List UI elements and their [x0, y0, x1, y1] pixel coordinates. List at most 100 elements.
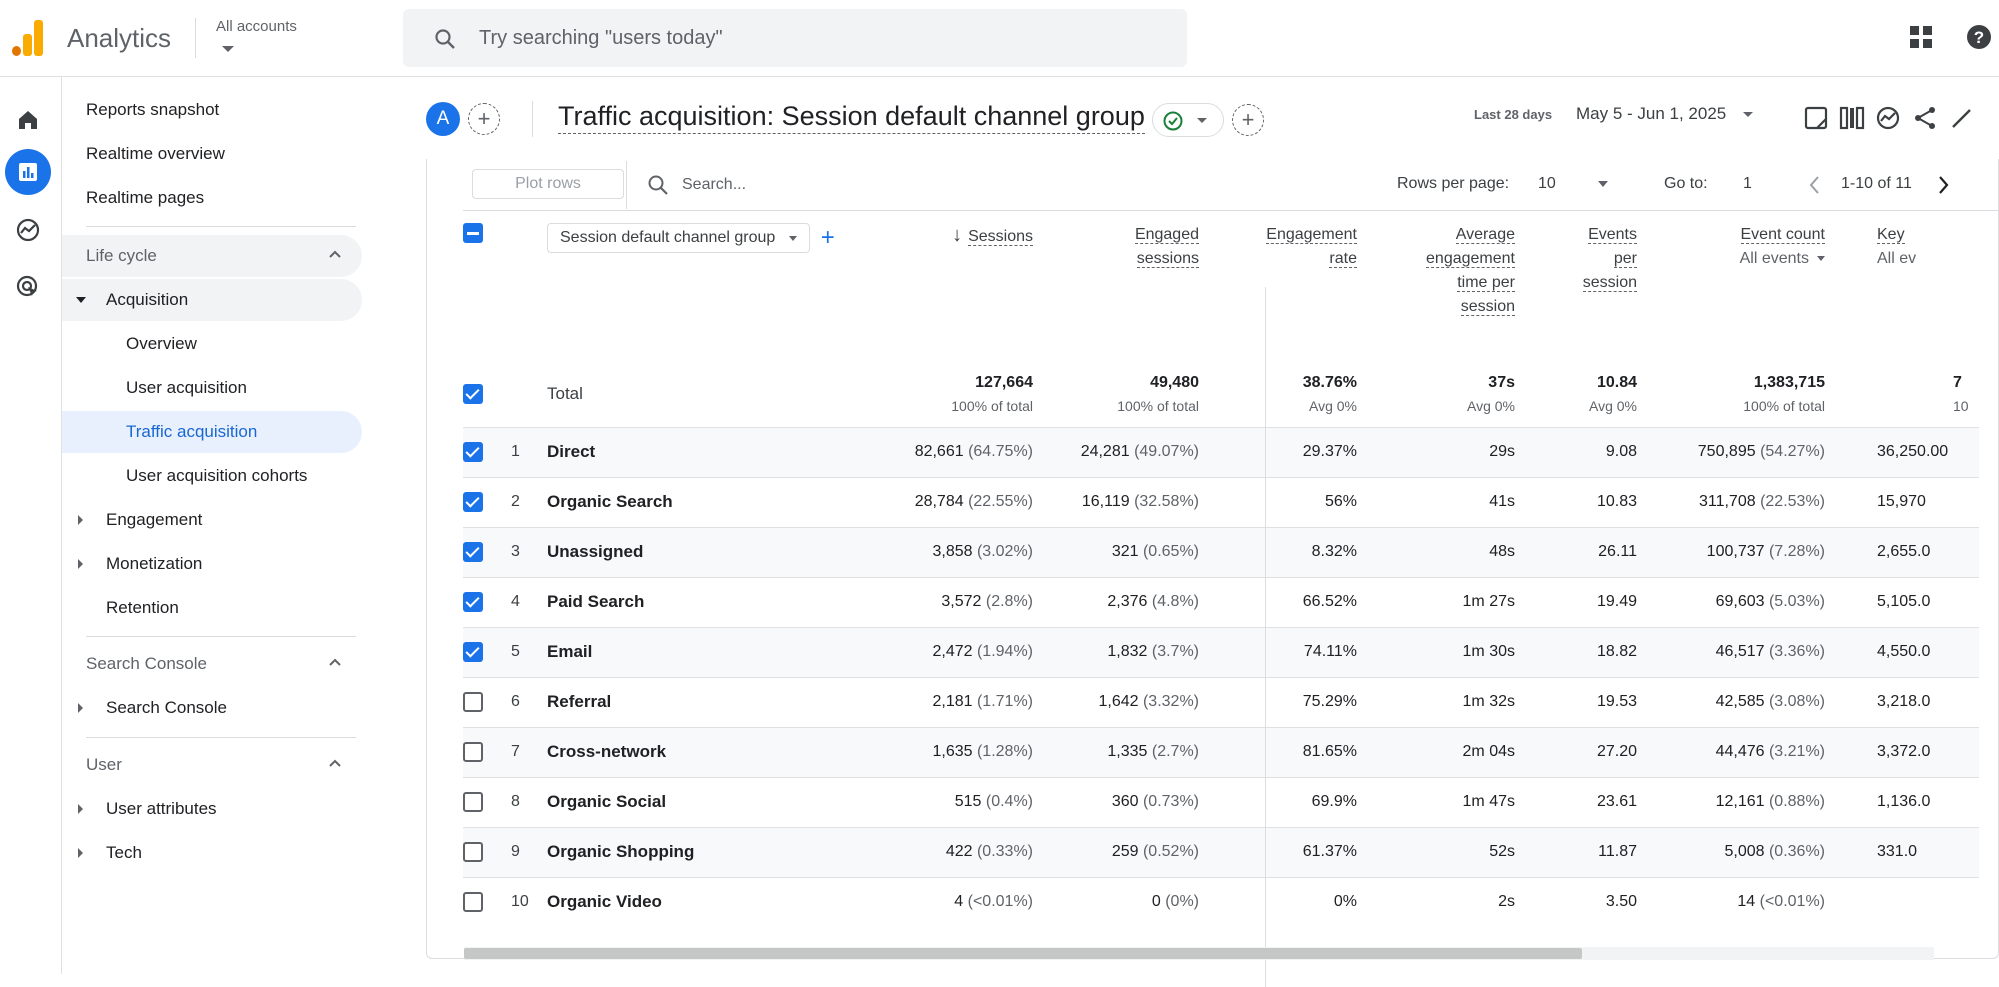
engaged-value: 1,642: [1098, 693, 1139, 710]
apps-grid-icon[interactable]: [1908, 24, 1934, 50]
page-title[interactable]: Traffic acquisition: Session default cha…: [558, 101, 1145, 134]
customize-report-icon[interactable]: [1803, 105, 1829, 131]
horizontal-scrollbar-thumb[interactable]: [464, 948, 1582, 959]
home-button[interactable]: [5, 97, 51, 143]
row-checkbox[interactable]: [463, 742, 483, 762]
channel-name[interactable]: Organic Social: [547, 776, 901, 827]
nav-tech[interactable]: Tech: [62, 832, 364, 874]
cell-key: [1841, 876, 1979, 927]
rows-per-page-select[interactable]: 10: [1538, 175, 1618, 193]
nav-engagement[interactable]: Engagement: [62, 499, 364, 541]
table-row[interactable]: 9 Organic Shopping 422 (0.33%) 259 (0.52%) 6…: [463, 826, 1979, 877]
select-all-checkbox[interactable]: [463, 223, 483, 243]
nav-acq-overview[interactable]: Overview: [62, 323, 364, 365]
row-checkbox[interactable]: [463, 542, 483, 562]
row-checkbox[interactable]: [463, 892, 483, 913]
col-events-per-session[interactable]: Events per session: [1531, 211, 1653, 361]
reports-button[interactable]: [5, 149, 51, 195]
engaged-pct: (3.7%): [1151, 643, 1199, 660]
nav-user-attributes[interactable]: User attributes: [62, 788, 364, 830]
row-checkbox[interactable]: [463, 792, 483, 812]
col-key-events[interactable]: Key All ev: [1841, 211, 1979, 361]
compare-icon[interactable]: [1839, 105, 1865, 131]
account-selector[interactable]: All accounts: [216, 18, 297, 52]
nav-user-acquisition-cohorts[interactable]: User acquisition cohorts: [62, 455, 364, 497]
channel-name[interactable]: Cross-network: [547, 726, 901, 777]
col-event-count[interactable]: Event count All events: [1653, 211, 1841, 361]
report-status-pill[interactable]: [1152, 103, 1224, 137]
channel-name[interactable]: Unassigned: [547, 526, 901, 577]
explore-button[interactable]: [5, 207, 51, 253]
nav-traffic-acquisition[interactable]: Traffic acquisition: [62, 411, 362, 453]
goto-input[interactable]: 1: [1743, 175, 1752, 192]
search-input[interactable]: [479, 23, 1129, 53]
row-checkbox[interactable]: [463, 842, 483, 862]
nav-user-acquisition[interactable]: User acquisition: [62, 367, 364, 409]
channel-name[interactable]: Email: [547, 626, 901, 677]
sessions-value: 422: [945, 843, 973, 860]
table-row[interactable]: 7 Cross-network 1,635 (1.28%) 1,335 (2.7%) 8…: [463, 726, 1979, 777]
edit-icon[interactable]: [1950, 105, 1972, 131]
prev-page-icon[interactable]: [1808, 175, 1822, 195]
divider: [86, 737, 356, 738]
row-checkbox[interactable]: [463, 492, 483, 512]
totals-checkbox[interactable]: [463, 383, 483, 404]
nav-monetization[interactable]: Monetization: [62, 543, 364, 585]
nav-acquisition[interactable]: Acquisition: [62, 279, 362, 321]
channel-name[interactable]: Direct: [547, 426, 901, 477]
add-comparison-button[interactable]: +: [468, 103, 500, 135]
date-range-selector[interactable]: May 5 - Jun 1, 2025: [1576, 104, 1753, 124]
sessions-pct: (<0.01%): [967, 893, 1033, 911]
nav-label: Search Console: [106, 698, 227, 717]
row-checkbox[interactable]: [463, 692, 483, 712]
channel-name[interactable]: Organic Search: [547, 476, 901, 527]
cell-key: 3,218.0: [1841, 676, 1979, 727]
analytics-logo[interactable]: [12, 20, 46, 56]
row-checkbox[interactable]: [463, 642, 483, 662]
section-search-console[interactable]: Search Console: [62, 643, 362, 685]
nav-realtime-pages[interactable]: Realtime pages: [62, 177, 364, 219]
channel-name[interactable]: Paid Search: [547, 576, 901, 627]
channel-name[interactable]: Organic Video: [547, 876, 901, 927]
nav-retention[interactable]: Retention: [62, 587, 364, 629]
table-row[interactable]: 8 Organic Social 515 (0.4%) 360 (0.73%) 69.9…: [463, 776, 1979, 827]
event-filter-select[interactable]: All events: [1740, 250, 1825, 267]
table-row[interactable]: 10 Organic Video 4 (<0.01%) 0 (0%) 0% 2s 3.50 1…: [463, 876, 1979, 927]
data-table: Session default channel group + ↓ Session…: [463, 211, 1979, 927]
cell-eps: 11.87: [1531, 826, 1653, 877]
help-icon[interactable]: ?: [1966, 24, 1992, 50]
col-label: session: [1582, 274, 1637, 292]
col-avg-engagement-time[interactable]: Average engagement time per session: [1373, 211, 1531, 361]
col-engaged-sessions[interactable]: Engaged sessions: [1049, 211, 1215, 361]
advertising-button[interactable]: [5, 264, 51, 310]
section-user[interactable]: User: [62, 744, 362, 786]
add-filter-button[interactable]: +: [1232, 104, 1264, 136]
table-row[interactable]: 4 Paid Search 3,572 (2.8%) 2,376 (4.8%) 66.5…: [463, 576, 1979, 627]
channel-name[interactable]: Referral: [547, 676, 901, 727]
table-row[interactable]: 3 Unassigned 3,858 (3.02%) 321 (0.65%) 8.32%…: [463, 526, 1979, 577]
table-row[interactable]: 6 Referral 2,181 (1.71%) 1,642 (3.32%) 75.29…: [463, 676, 1979, 727]
cell-events: 44,476 (3.21%): [1653, 726, 1841, 777]
nav-realtime-overview[interactable]: Realtime overview: [62, 133, 364, 175]
insights-icon[interactable]: [1875, 105, 1901, 131]
channel-name[interactable]: Organic Shopping: [547, 826, 901, 877]
add-dimension-button[interactable]: +: [820, 223, 835, 251]
col-engagement-rate[interactable]: Engagement rate: [1215, 211, 1373, 361]
table-row[interactable]: 5 Email 2,472 (1.94%) 1,832 (3.7%) 74.11% 1m …: [463, 626, 1979, 677]
share-icon[interactable]: [1912, 105, 1938, 131]
next-page-icon[interactable]: [1936, 175, 1950, 195]
section-lifecycle[interactable]: Life cycle: [62, 235, 362, 277]
row-checkbox[interactable]: [463, 592, 483, 612]
table-row[interactable]: 1 Direct 82,661 (64.75%) 24,281 (49.07%) 29.…: [463, 426, 1979, 477]
nav-reports-snapshot[interactable]: Reports snapshot: [62, 89, 364, 131]
col-sessions[interactable]: ↓ Sessions: [901, 211, 1049, 361]
global-search[interactable]: [403, 9, 1187, 67]
cell-events: 12,161 (0.88%): [1653, 776, 1841, 827]
nav-search-console[interactable]: Search Console: [62, 687, 364, 729]
dimension-select[interactable]: Session default channel group: [547, 223, 811, 253]
table-row[interactable]: 2 Organic Search 28,784 (22.55%) 16,119 (32…: [463, 476, 1979, 527]
comparison-avatar[interactable]: A: [426, 102, 460, 136]
row-checkbox[interactable]: [463, 442, 483, 462]
table-search-input[interactable]: [682, 171, 1082, 199]
plot-rows-button[interactable]: Plot rows: [472, 169, 624, 199]
